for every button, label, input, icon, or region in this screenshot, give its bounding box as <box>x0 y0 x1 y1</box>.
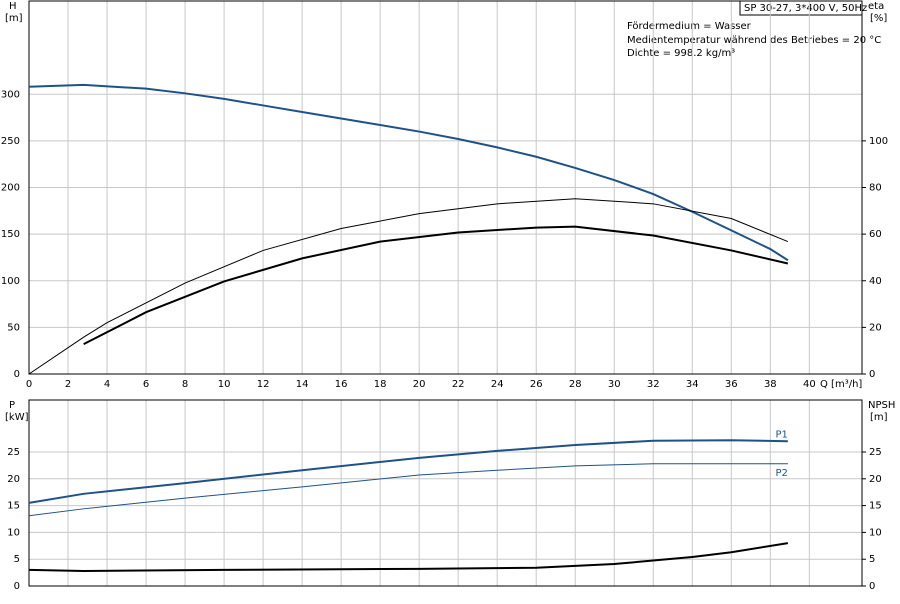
y2-tick-label: 20 <box>869 322 882 333</box>
x-tick-label: 22 <box>452 379 465 390</box>
y-tick-label: 100 <box>1 276 20 287</box>
y2-tick-label: 60 <box>869 229 882 240</box>
x-tick-label: 32 <box>647 379 660 390</box>
y-tick-label: 200 <box>1 183 20 194</box>
curve-label: P1 <box>775 429 787 440</box>
x-axis-label: Q [m³/h] <box>820 379 862 390</box>
x-tick-label: 6 <box>143 379 149 390</box>
y2-tick-label: 15 <box>869 501 882 512</box>
x-tick-label: 36 <box>725 379 738 390</box>
x-tick-label: 14 <box>296 379 309 390</box>
curve <box>28 542 789 572</box>
y-tick-label: 5 <box>14 554 20 565</box>
y2-tick-label: 40 <box>869 276 882 287</box>
y2-axis-label: eta <box>868 1 884 12</box>
curve-label: P2 <box>775 468 787 479</box>
x-tick-label: 8 <box>182 379 188 390</box>
y-tick-label: 250 <box>1 136 20 147</box>
info-line: Medientemperatur während des Betriebes =… <box>627 35 881 46</box>
y-axis-unit: [kW] <box>5 412 29 423</box>
y-tick-label: 300 <box>1 89 20 100</box>
y2-tick-label: 5 <box>869 554 875 565</box>
y-tick-label: 10 <box>7 527 20 538</box>
y2-axis-label: NPSH <box>868 400 895 411</box>
y-tick-label: 20 <box>7 474 20 485</box>
x-tick-label: 24 <box>491 379 504 390</box>
y-tick-label: 0 <box>14 369 20 380</box>
y2-tick-label: 10 <box>869 527 882 538</box>
y-tick-label: 50 <box>7 322 20 333</box>
x-tick-label: 16 <box>335 379 348 390</box>
curve <box>28 83 789 262</box>
x-tick-label: 12 <box>257 379 270 390</box>
y2-axis-unit: [%] <box>870 13 887 24</box>
plot-frame <box>28 399 863 587</box>
info-line: Fördermedium = Wasser <box>627 21 752 32</box>
y2-tick-label: 0 <box>869 369 875 380</box>
x-tick-label: 18 <box>374 379 387 390</box>
x-tick-label: 0 <box>26 379 32 390</box>
y2-axis-unit: [m] <box>870 412 888 423</box>
x-tick-label: 10 <box>218 379 231 390</box>
curve <box>83 225 789 346</box>
x-tick-label: 40 <box>803 379 816 390</box>
y-tick-label: 15 <box>7 501 20 512</box>
y2-tick-label: 25 <box>869 447 882 458</box>
y-tick-label: 25 <box>7 447 20 458</box>
y2-tick-label: 80 <box>869 183 882 194</box>
info-line: Dichte = 998.2 kg/m³ <box>627 48 735 59</box>
y2-tick-label: 20 <box>869 474 882 485</box>
y-axis-label: P <box>9 400 15 411</box>
y-axis-label: H <box>9 1 17 12</box>
y-tick-label: 150 <box>1 229 20 240</box>
curve <box>28 463 788 517</box>
plot-frame <box>28 0 863 375</box>
x-tick-label: 28 <box>569 379 582 390</box>
x-tick-label: 4 <box>104 379 110 390</box>
x-tick-label: 38 <box>764 379 777 390</box>
curve <box>28 198 789 375</box>
x-tick-label: 34 <box>686 379 699 390</box>
x-tick-label: 30 <box>608 379 621 390</box>
curve <box>28 439 788 504</box>
x-tick-label: 2 <box>65 379 71 390</box>
y2-tick-label: 100 <box>869 136 888 147</box>
y-axis-unit: [m] <box>5 13 23 24</box>
x-tick-label: 26 <box>530 379 543 390</box>
model-text: SP 30-27, 3*400 V, 50Hz <box>744 3 867 14</box>
y2-tick-label: 0 <box>869 581 875 592</box>
y-tick-label: 0 <box>14 581 20 592</box>
x-tick-label: 20 <box>413 379 426 390</box>
